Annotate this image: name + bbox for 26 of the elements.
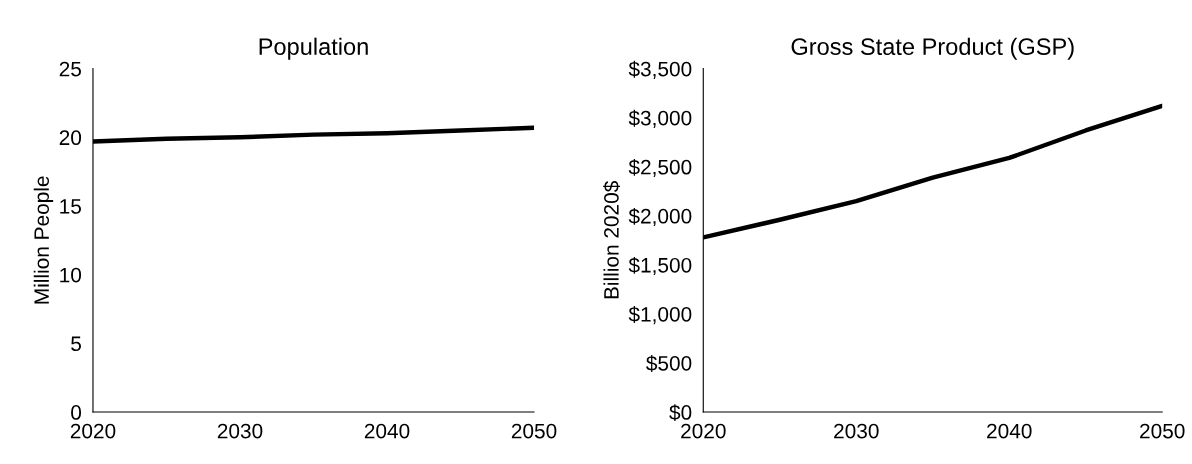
x-tick-label: 2030 <box>217 423 263 439</box>
y-tick-label: $3,000 <box>628 109 692 128</box>
y-tick-label: $500 <box>646 355 692 372</box>
y-axis-title: Billion 2020$ <box>603 181 621 299</box>
x-tick-label: 2030 <box>834 423 879 439</box>
y-axis-title: Million People <box>33 176 54 304</box>
y-tick-label: 20 <box>59 130 82 146</box>
y-tick-label: 5 <box>71 336 81 352</box>
x-tick-label: 2020 <box>70 423 116 439</box>
y-tick-label: $1,500 <box>628 257 692 276</box>
x-tick-label: 2050 <box>1140 423 1185 439</box>
chart-title: Population <box>259 37 368 60</box>
x-tick-label: 2040 <box>987 423 1032 439</box>
x-tick-label: 2050 <box>511 423 557 439</box>
y-tick-label: $1,000 <box>628 306 692 325</box>
y-tick-label: $2,500 <box>628 158 692 177</box>
y-tick-label: 15 <box>60 199 81 214</box>
y-tick-label: $0 <box>669 404 692 422</box>
y-tick-label: 0 <box>71 405 82 420</box>
x-tick-label: 2020 <box>681 423 726 439</box>
y-tick-label: $2,000 <box>628 207 692 227</box>
chart-title: Gross State Product (GSP) <box>791 37 1074 60</box>
y-tick-label: 25 <box>59 61 81 77</box>
x-tick-label: 2040 <box>364 423 410 439</box>
y-tick-label: 10 <box>60 267 82 283</box>
y-tick-label: $3,500 <box>628 60 692 79</box>
